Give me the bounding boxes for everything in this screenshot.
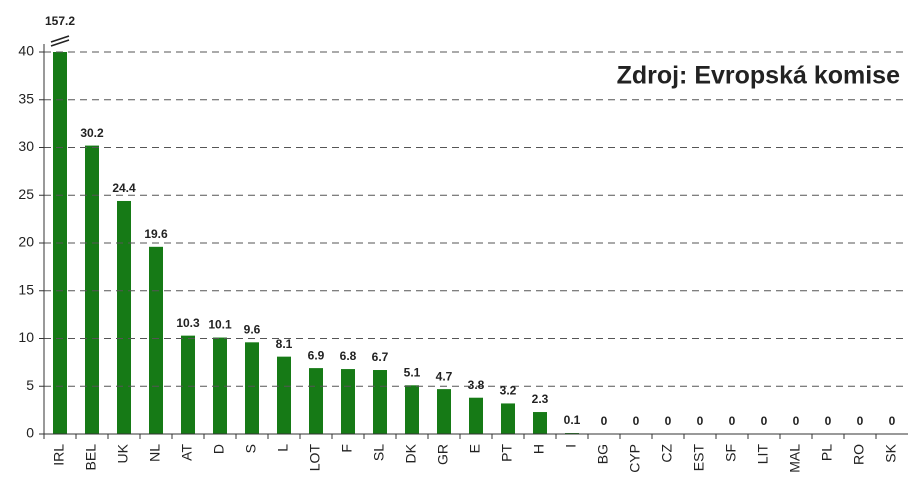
value-label: 8.1 xyxy=(276,337,293,351)
value-label: 0 xyxy=(601,414,608,428)
x-tick-label: SF xyxy=(723,444,739,462)
x-tick-label: NL xyxy=(147,444,163,462)
value-label: 0 xyxy=(697,414,704,428)
y-tick-label: 15 xyxy=(18,281,34,297)
bar xyxy=(405,385,419,434)
y-tick-label: 40 xyxy=(18,43,34,59)
bar xyxy=(533,412,547,434)
bar xyxy=(149,246,163,434)
value-label: 0 xyxy=(825,414,832,428)
x-tick-label: S xyxy=(243,444,259,453)
value-label: 0 xyxy=(793,414,800,428)
x-tick-label: EST xyxy=(691,444,707,472)
value-label: 0 xyxy=(857,414,864,428)
bar xyxy=(181,335,195,434)
value-label: 6.7 xyxy=(372,350,389,364)
x-tick-label: SK xyxy=(883,443,899,462)
value-label: 24.4 xyxy=(112,181,136,195)
value-label: 3.8 xyxy=(468,378,485,392)
value-label: 2.3 xyxy=(532,392,549,406)
value-label: 4.7 xyxy=(436,369,453,383)
value-label: 10.3 xyxy=(176,316,200,330)
value-label: 0 xyxy=(665,414,672,428)
x-tick-label: BG xyxy=(595,444,611,464)
bar xyxy=(309,368,323,434)
x-tick-label: D xyxy=(211,444,227,454)
bar xyxy=(277,356,291,434)
value-label: 30.2 xyxy=(80,126,104,140)
value-label: 0 xyxy=(633,414,640,428)
x-tick-label: GR xyxy=(435,444,451,465)
plot-area xyxy=(53,52,579,434)
bar xyxy=(213,337,227,434)
y-tick-label: 35 xyxy=(18,90,34,106)
y-tick-label: 10 xyxy=(18,329,34,345)
value-label: 0 xyxy=(761,414,768,428)
axis-break xyxy=(50,35,70,43)
bar xyxy=(85,145,99,434)
value-label: 9.6 xyxy=(244,322,261,336)
bar xyxy=(501,403,515,434)
bar xyxy=(373,370,387,434)
bar xyxy=(469,397,483,434)
x-tick-label: L xyxy=(275,444,291,452)
y-tick-label: 30 xyxy=(18,138,34,154)
x-tick-label: I xyxy=(563,444,579,448)
value-label: 5.1 xyxy=(404,365,421,379)
annotation: Zdroj: Evropská komise xyxy=(617,62,901,90)
x-tick-label: BEL xyxy=(83,444,99,471)
x-tick-label: DK xyxy=(403,443,419,463)
y-tick-label: 5 xyxy=(26,377,34,393)
x-tick-label: E xyxy=(467,444,483,453)
bar xyxy=(437,389,451,434)
value-label: 6.9 xyxy=(308,348,325,362)
x-tick-label: CYP xyxy=(627,444,643,473)
x-tick-label: LOT xyxy=(307,444,323,472)
bar xyxy=(245,342,259,434)
x-tick-label: MAL xyxy=(787,444,803,473)
x-tick-label: PT xyxy=(499,444,515,462)
x-tick-label: LIT xyxy=(755,444,771,465)
x-tick-label: UK xyxy=(115,443,131,463)
value-label: 0 xyxy=(729,414,736,428)
y-tick-label: 0 xyxy=(26,425,34,441)
x-tick-label: CZ xyxy=(659,444,675,463)
x-tick-label: IRL xyxy=(51,444,67,466)
x-tick-label: F xyxy=(339,444,355,453)
value-label: 157.2 xyxy=(45,14,75,28)
value-label: 0.1 xyxy=(564,413,581,427)
bar xyxy=(117,200,131,434)
x-tick-label: AT xyxy=(179,444,195,461)
value-label: 19.6 xyxy=(144,227,168,241)
value-label: 3.2 xyxy=(500,384,517,398)
x-tick-label: PL xyxy=(819,444,835,461)
x-tick-label: SL xyxy=(371,444,387,461)
bar xyxy=(341,369,355,434)
axis-break xyxy=(50,39,70,47)
bar xyxy=(53,52,67,434)
y-tick-label: 20 xyxy=(18,234,34,250)
value-label: 0 xyxy=(889,414,896,428)
x-tick-label: H xyxy=(531,444,547,454)
value-label: 10.1 xyxy=(208,318,232,332)
x-tick-label: RO xyxy=(851,444,867,465)
value-label: 6.8 xyxy=(340,349,357,363)
y-tick-label: 25 xyxy=(18,186,34,202)
